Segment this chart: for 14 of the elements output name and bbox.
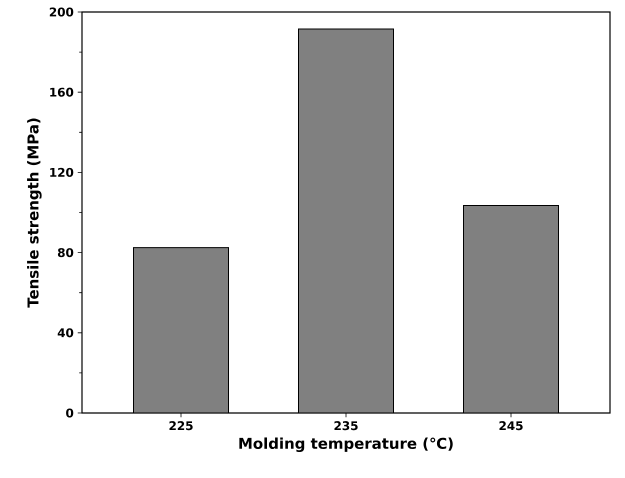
y-axis-title: Tensile strength (MPa)	[27, 118, 42, 308]
bar	[298, 28, 394, 413]
y-tick-label: 80	[58, 248, 74, 258]
y-tick-label: 160	[50, 88, 74, 97]
y-tick-label: 0	[66, 408, 74, 418]
y-tick-label: 120	[50, 168, 74, 177]
x-tick-label: 235	[334, 421, 358, 430]
x-axis-title: Molding temperature (℃)	[239, 437, 453, 452]
y-tick-label: 200	[50, 7, 74, 17]
x-tick-label: 245	[499, 421, 523, 430]
bar	[463, 204, 560, 413]
x-tick-label: 225	[169, 421, 193, 430]
bar	[133, 247, 230, 413]
y-tick-label: 40	[58, 328, 74, 338]
